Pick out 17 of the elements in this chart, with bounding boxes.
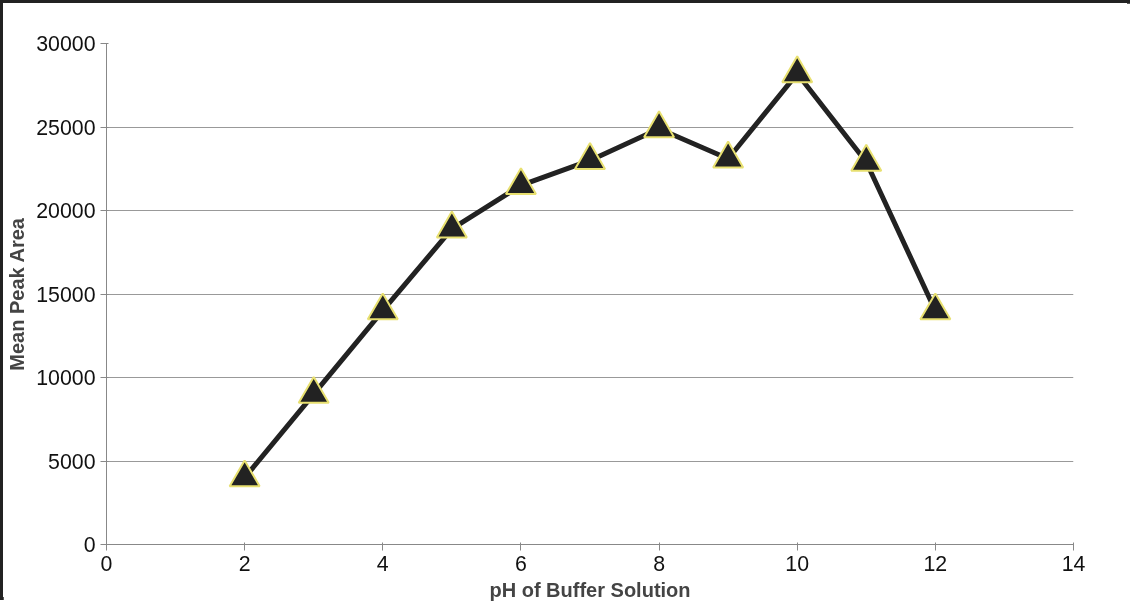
x-tick-label: 6: [515, 551, 527, 576]
y-tick-label: 30000: [36, 32, 96, 56]
x-axis-title: pH of Buffer Solution: [489, 578, 691, 601]
x-tick-label: 0: [100, 551, 113, 576]
y-tick-label: 5000: [48, 449, 96, 474]
x-tick-label: 14: [1061, 551, 1086, 576]
x-tick-label: 2: [238, 551, 251, 576]
x-tick-label: 10: [785, 551, 810, 576]
y-tick-label: 25000: [36, 115, 96, 140]
y-tick-label: 10000: [36, 366, 96, 390]
y-tick-label: 0: [83, 533, 96, 557]
y-tick-label: 20000: [36, 199, 96, 223]
y-tick-label: 15000: [36, 282, 96, 307]
x-tick-label: 8: [653, 551, 666, 576]
y-axis-title: Mean Peak Area: [6, 217, 29, 371]
x-tick-label: 12: [923, 551, 948, 576]
x-tick-label: 4: [376, 551, 389, 576]
